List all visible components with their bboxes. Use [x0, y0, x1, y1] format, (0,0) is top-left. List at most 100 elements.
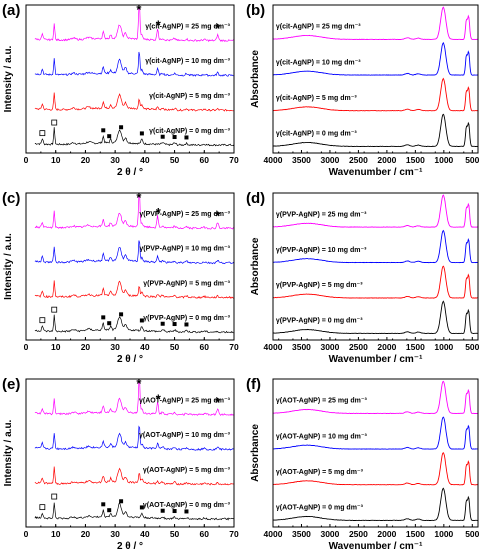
- xrd-series-line: [34, 466, 235, 486]
- filled-square-marker: [160, 508, 165, 513]
- series-label: γ(PVP-AgNP) = 5 mg dm⁻³: [276, 282, 363, 289]
- x-axis-label: 2 θ / °: [117, 541, 143, 550]
- series-label: γ(AOT-AgNP) = 0 mg dm⁻³: [276, 505, 364, 512]
- asterisk-marker: *: [156, 391, 162, 406]
- x-tick-label: 70: [229, 155, 239, 165]
- series-label: γ(cit-AgNP) = 5 mg dm⁻³: [149, 93, 231, 100]
- x-tick-label: 70: [229, 342, 239, 352]
- series-label: γ(AOT-AgNP) = 25 mg dm⁻³: [139, 397, 231, 404]
- open-square-marker: [39, 130, 46, 137]
- x-tick-label: 2000: [377, 155, 396, 165]
- xrd-series-line: [34, 501, 235, 521]
- x-tick-label: 20: [81, 155, 91, 165]
- ftir-series-line: [272, 487, 479, 521]
- filled-square-marker: [119, 499, 124, 504]
- x-tick-label: 500: [465, 155, 479, 165]
- ftir-series-line: [272, 300, 479, 335]
- filled-square-marker: [172, 135, 177, 140]
- series-label: γ(PVP-AgNP) = 0 mg dm⁻³: [143, 315, 230, 322]
- x-tick-label: 30: [110, 342, 120, 352]
- x-tick-label: 20: [81, 529, 91, 539]
- x-tick-label: 0: [24, 155, 29, 165]
- filled-square-marker: [107, 321, 112, 326]
- series-label: γ(AOT-AgNP) = 0 mg dm⁻³: [143, 502, 231, 509]
- x-axis-label: Wavenumber / cm⁻¹: [329, 167, 423, 178]
- series-label: γ(PVP-AgNP) = 10 mg dm⁻³: [139, 246, 230, 253]
- x-tick-label: 3500: [292, 342, 311, 352]
- series-label: γ(PVP-AgNP) = 25 mg dm⁻³: [276, 211, 367, 218]
- xrd-series-line: [34, 92, 234, 112]
- x-axis-label: Wavenumber / cm⁻¹: [329, 354, 423, 365]
- x-tick-label: 4000: [264, 155, 283, 165]
- series-label: γ(PVP-AgNP) = 0 mg dm⁻³: [276, 318, 363, 325]
- filled-square-marker: [101, 502, 106, 507]
- filled-square-marker: [107, 134, 112, 139]
- x-tick-label: 40: [140, 342, 150, 352]
- x-tick-label: 50: [170, 155, 180, 165]
- asterisk-marker: *: [215, 209, 221, 224]
- filled-square-marker: [101, 128, 106, 133]
- x-tick-label: 2500: [349, 155, 368, 165]
- x-tick-label: 30: [110, 155, 120, 165]
- xrd-series-line: [34, 240, 235, 265]
- filled-square-marker: [139, 318, 144, 323]
- x-tick-label: 2000: [377, 529, 396, 539]
- x-tick-label: 3500: [292, 529, 311, 539]
- x-axis-label: 2 θ / °: [117, 167, 143, 178]
- ftir-series-line: [272, 113, 479, 148]
- x-tick-label: 60: [200, 529, 210, 539]
- panel-label: (b): [246, 2, 265, 19]
- filled-square-marker: [184, 135, 189, 140]
- panel-e: (e) γ(AOT-AgNP) = 0 mg dm⁻³ γ(AOT-AgNP) = …: [2, 376, 239, 550]
- series-label: γ(AOT-AgNP) = 10 mg dm⁻³: [139, 432, 231, 439]
- filled-square-marker: [119, 125, 124, 130]
- panel-label: (f): [246, 376, 261, 393]
- y-axis-label: Intensity / a.u.: [3, 45, 14, 112]
- plot-frame: [272, 378, 479, 528]
- ftir-series-line: [272, 451, 479, 486]
- x-tick-label: 1000: [434, 155, 453, 165]
- x-tick-label: 2500: [349, 342, 368, 352]
- plot-frame: [272, 4, 479, 154]
- series-label: γ(AOT-AgNP) = 10 mg dm⁻³: [276, 433, 368, 440]
- x-tick-label: 1500: [406, 155, 425, 165]
- panel-b: (b) γ(cit-AgNP) = 0 mg dm⁻³ γ(cit-AgNP) = …: [246, 2, 480, 178]
- filled-square-marker: [139, 131, 144, 136]
- y-axis-label: Absorbance: [250, 237, 261, 295]
- x-tick-label: 10: [51, 529, 61, 539]
- asterisk-marker: *: [215, 395, 221, 410]
- y-axis-label: Intensity / a.u.: [3, 233, 14, 300]
- x-tick-label: 500: [465, 529, 479, 539]
- filled-square-marker: [107, 508, 112, 513]
- filled-square-marker: [101, 315, 106, 320]
- series-label: γ(PVP-AgNP) = 10 mg dm⁻³: [276, 247, 367, 254]
- open-square-marker: [51, 493, 58, 500]
- x-tick-label: 0: [24, 529, 29, 539]
- x-tick-label: 3500: [292, 155, 311, 165]
- filled-square-marker: [172, 322, 177, 327]
- x-tick-label: 2000: [377, 342, 396, 352]
- panel-d: (d) γ(PVP-AgNP) = 0 mg dm⁻³ γ(PVP-AgNP) = …: [246, 190, 480, 365]
- filled-square-marker: [172, 509, 177, 514]
- series-label: γ(PVP-AgNP) = 5 mg dm⁻³: [143, 280, 230, 287]
- x-tick-label: 3000: [320, 529, 339, 539]
- series-label: γ(cit-AgNP) = 0 mg dm⁻³: [276, 131, 358, 138]
- x-tick-label: 10: [51, 155, 61, 165]
- x-tick-label: 70: [229, 529, 239, 539]
- x-tick-label: 4000: [264, 342, 283, 352]
- x-tick-label: 40: [140, 529, 150, 539]
- x-tick-label: 50: [170, 529, 180, 539]
- filled-square-marker: [119, 312, 124, 317]
- series-label: γ(cit-AgNP) = 25 mg dm⁻³: [276, 24, 361, 31]
- x-tick-label: 60: [200, 342, 210, 352]
- asterisk-marker: *: [156, 205, 162, 220]
- series-label: γ(cit-AgNP) = 0 mg dm⁻³: [149, 128, 231, 135]
- series-label: γ(AOT-AgNP) = 5 mg dm⁻³: [143, 467, 231, 474]
- x-tick-label: 10: [51, 342, 61, 352]
- x-tick-label: 40: [140, 155, 150, 165]
- panel-c: (c) γ(PVP-AgNP) = 0 mg dm⁻³ γ(PVP-AgNP) = …: [2, 190, 239, 365]
- panel-a: (a) γ(cit-AgNP) = 0 mg dm⁻³ γ(cit-AgNP) = …: [2, 2, 239, 178]
- panel-label: (e): [2, 376, 20, 393]
- asterisk-marker: *: [136, 190, 142, 205]
